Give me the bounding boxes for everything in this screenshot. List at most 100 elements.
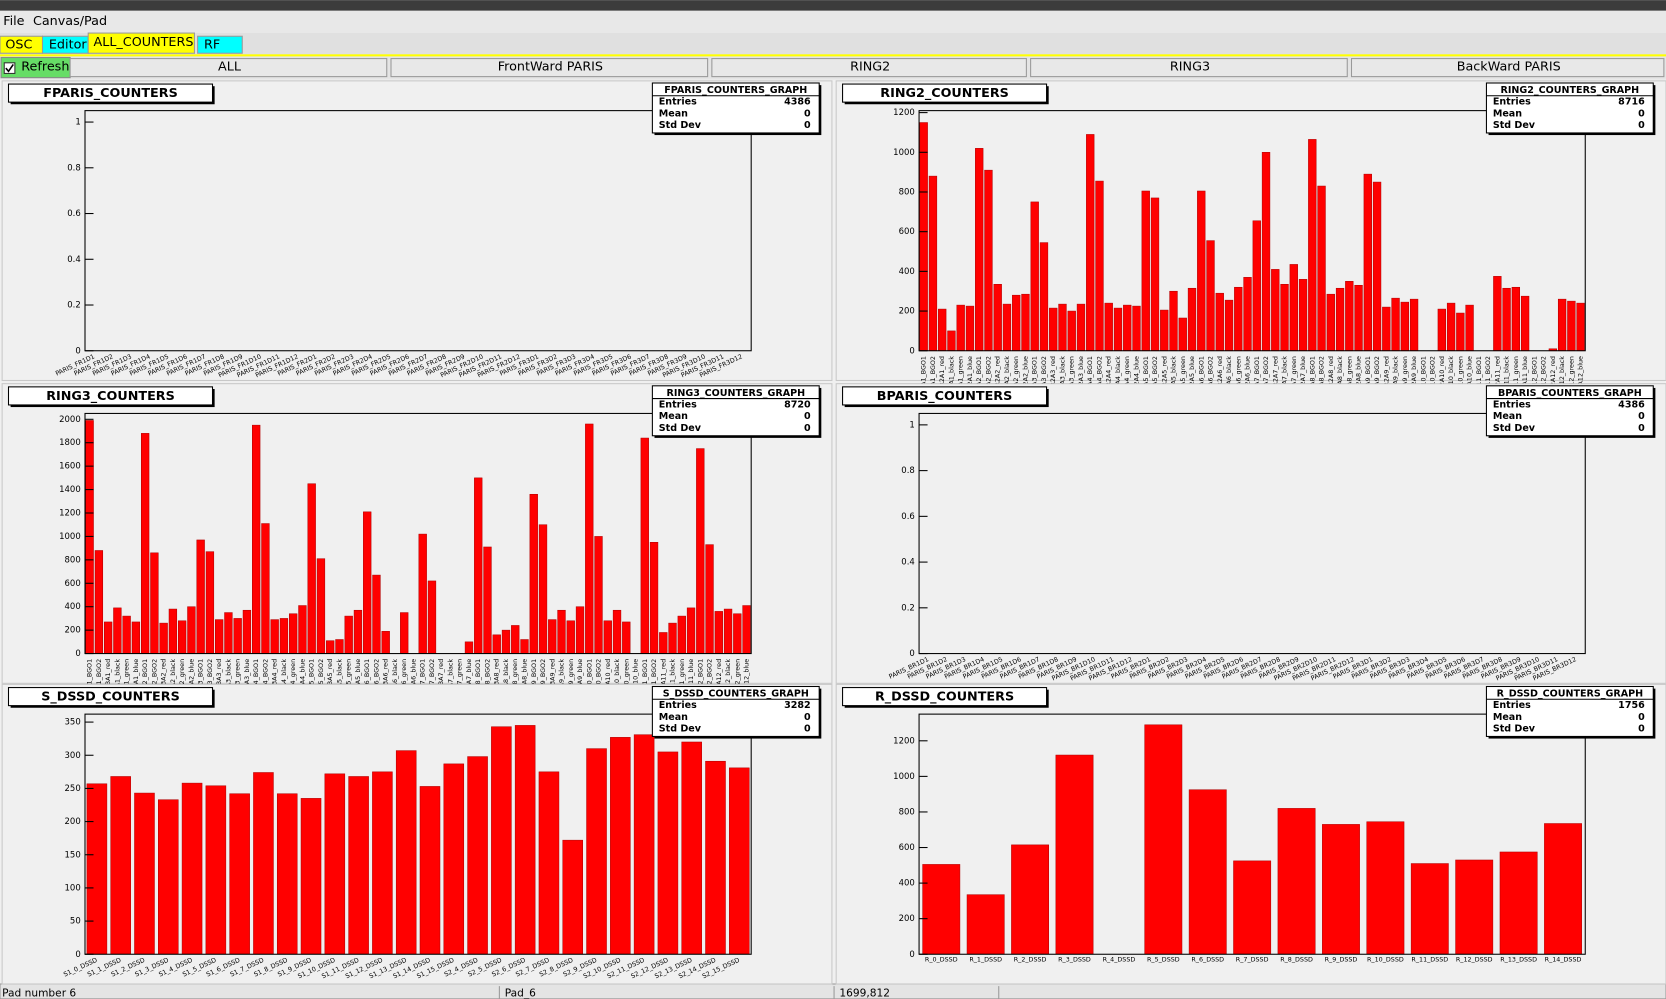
bar xyxy=(140,433,150,654)
x-tick-label: R2A4_BGO2 xyxy=(1095,356,1103,394)
x-tick-label: R3A10_blue xyxy=(632,659,640,697)
bar xyxy=(640,437,649,654)
tab-label: Editor xyxy=(49,37,87,52)
bar xyxy=(1206,240,1215,352)
bar xyxy=(307,483,316,654)
bar xyxy=(548,619,557,654)
pad-title: RING3_COUNTERS xyxy=(46,389,175,404)
stats-box xyxy=(1485,685,1654,737)
bar xyxy=(1446,302,1456,352)
x-tick-label: R3A5_black xyxy=(335,659,343,696)
stats-value: 1756 xyxy=(1618,700,1645,711)
bar xyxy=(326,640,335,654)
button[interactable] xyxy=(390,58,709,78)
x-tick-label: R_1_DSSD xyxy=(969,956,1002,964)
x-tick-label: R2A3_BGO2 xyxy=(1040,356,1048,394)
bar xyxy=(1372,181,1382,352)
bar xyxy=(372,574,381,654)
x-tick-label: R_6_DSSD xyxy=(1191,956,1224,964)
bar xyxy=(1002,303,1012,352)
button[interactable] xyxy=(1030,58,1348,78)
button[interactable] xyxy=(1350,58,1665,78)
x-tick-label: R3A3_green xyxy=(234,659,242,697)
x-tick-label: R3A12_black xyxy=(724,659,732,700)
bar xyxy=(85,420,94,654)
bar xyxy=(110,776,131,955)
stats-value: 0 xyxy=(804,712,811,723)
button[interactable] xyxy=(711,58,1027,78)
y-tick-label: 1800 xyxy=(59,438,81,448)
x-tick-label: R3A7_green xyxy=(456,659,464,697)
bar xyxy=(538,771,560,955)
bar xyxy=(279,618,289,654)
x-tick-label: R2A3_red xyxy=(1049,356,1057,386)
bar xyxy=(335,639,344,654)
x-tick-label: R2A10_BGO1 xyxy=(1419,356,1427,398)
stats-value: 0 xyxy=(1638,411,1645,422)
tab[interactable] xyxy=(197,35,243,54)
bar xyxy=(353,609,363,654)
x-tick-label: R3A12_BGO1 xyxy=(696,659,704,701)
bar xyxy=(1141,190,1150,352)
x-tick-label: R3A8_black xyxy=(502,659,510,696)
x-tick-label: R2A12_BGO2 xyxy=(1540,356,1548,398)
x-tick-label: R3A12_red xyxy=(715,659,723,694)
y-tick-label: 1 xyxy=(75,118,80,128)
x-tick-label: R3A8_green xyxy=(511,659,519,697)
x-tick-label: R2A1_green xyxy=(957,356,965,394)
bar xyxy=(538,524,548,654)
x-tick-label: R3A5_blue xyxy=(354,659,362,693)
y-tick-label: 0 xyxy=(909,950,914,960)
bar xyxy=(252,424,261,654)
x-tick-label: R3A4_red xyxy=(271,659,279,689)
bar xyxy=(557,609,566,654)
x-tick-label: R3A5_red xyxy=(326,659,334,689)
stats-label: Mean xyxy=(1493,108,1522,119)
bar xyxy=(1455,859,1494,955)
x-tick-label: R3A9_red xyxy=(548,659,556,689)
x-tick-label: R3A5_green xyxy=(345,659,353,697)
stats-title: FPARIS_COUNTERS_GRAPH xyxy=(664,85,807,96)
x-tick-label: R2A9_blue xyxy=(1410,356,1418,390)
x-tick-label: R2A3_BGO1 xyxy=(1031,356,1039,394)
x-tick-label: R3A9_BGO1 xyxy=(530,659,538,697)
x-tick-label: R_11_DSSD xyxy=(1411,956,1448,964)
x-tick-label: R2A3_green xyxy=(1068,356,1076,394)
y-tick-label: 600 xyxy=(899,227,915,237)
x-tick-label: R2A6_green xyxy=(1234,356,1242,394)
stats-value: 0 xyxy=(804,423,811,434)
stats-value: 0 xyxy=(804,120,811,131)
tab-selected[interactable] xyxy=(87,32,195,54)
bar xyxy=(705,544,714,654)
bar xyxy=(594,536,603,654)
bar xyxy=(659,632,668,654)
bar xyxy=(529,493,538,654)
x-tick-label: R2A4_green xyxy=(1123,356,1131,394)
menu-canvas[interactable]: Canvas/Pad xyxy=(33,14,107,29)
bar xyxy=(158,799,179,955)
x-tick-label: R_12_DSSD xyxy=(1456,956,1493,964)
pad-title-box xyxy=(7,83,214,103)
stats-box xyxy=(651,385,820,437)
y-tick-label: 1000 xyxy=(893,148,915,158)
y-tick-label: 0.4 xyxy=(901,558,915,568)
x-tick-label: R2A4_BGO1 xyxy=(1086,356,1094,394)
checkbox[interactable] xyxy=(3,62,16,74)
bar xyxy=(298,605,307,654)
stats-label: Entries xyxy=(659,97,697,108)
x-tick-label: R2A10_black xyxy=(1447,356,1455,397)
menu-file[interactable]: File xyxy=(3,14,24,29)
x-tick-label: R2A10_green xyxy=(1456,356,1464,398)
bar xyxy=(1298,279,1308,352)
x-tick-label: R2A2_red xyxy=(994,356,1002,386)
bar xyxy=(289,613,298,654)
bar xyxy=(276,793,298,955)
plot-frame xyxy=(84,412,752,655)
x-tick-label: R2A2_BGO1 xyxy=(975,356,983,394)
button[interactable] xyxy=(69,58,388,78)
bar xyxy=(696,448,705,654)
x-tick-label: R2A4_red xyxy=(1105,356,1113,386)
bar xyxy=(1021,293,1030,352)
x-tick-label: R3A2_green xyxy=(178,659,186,697)
